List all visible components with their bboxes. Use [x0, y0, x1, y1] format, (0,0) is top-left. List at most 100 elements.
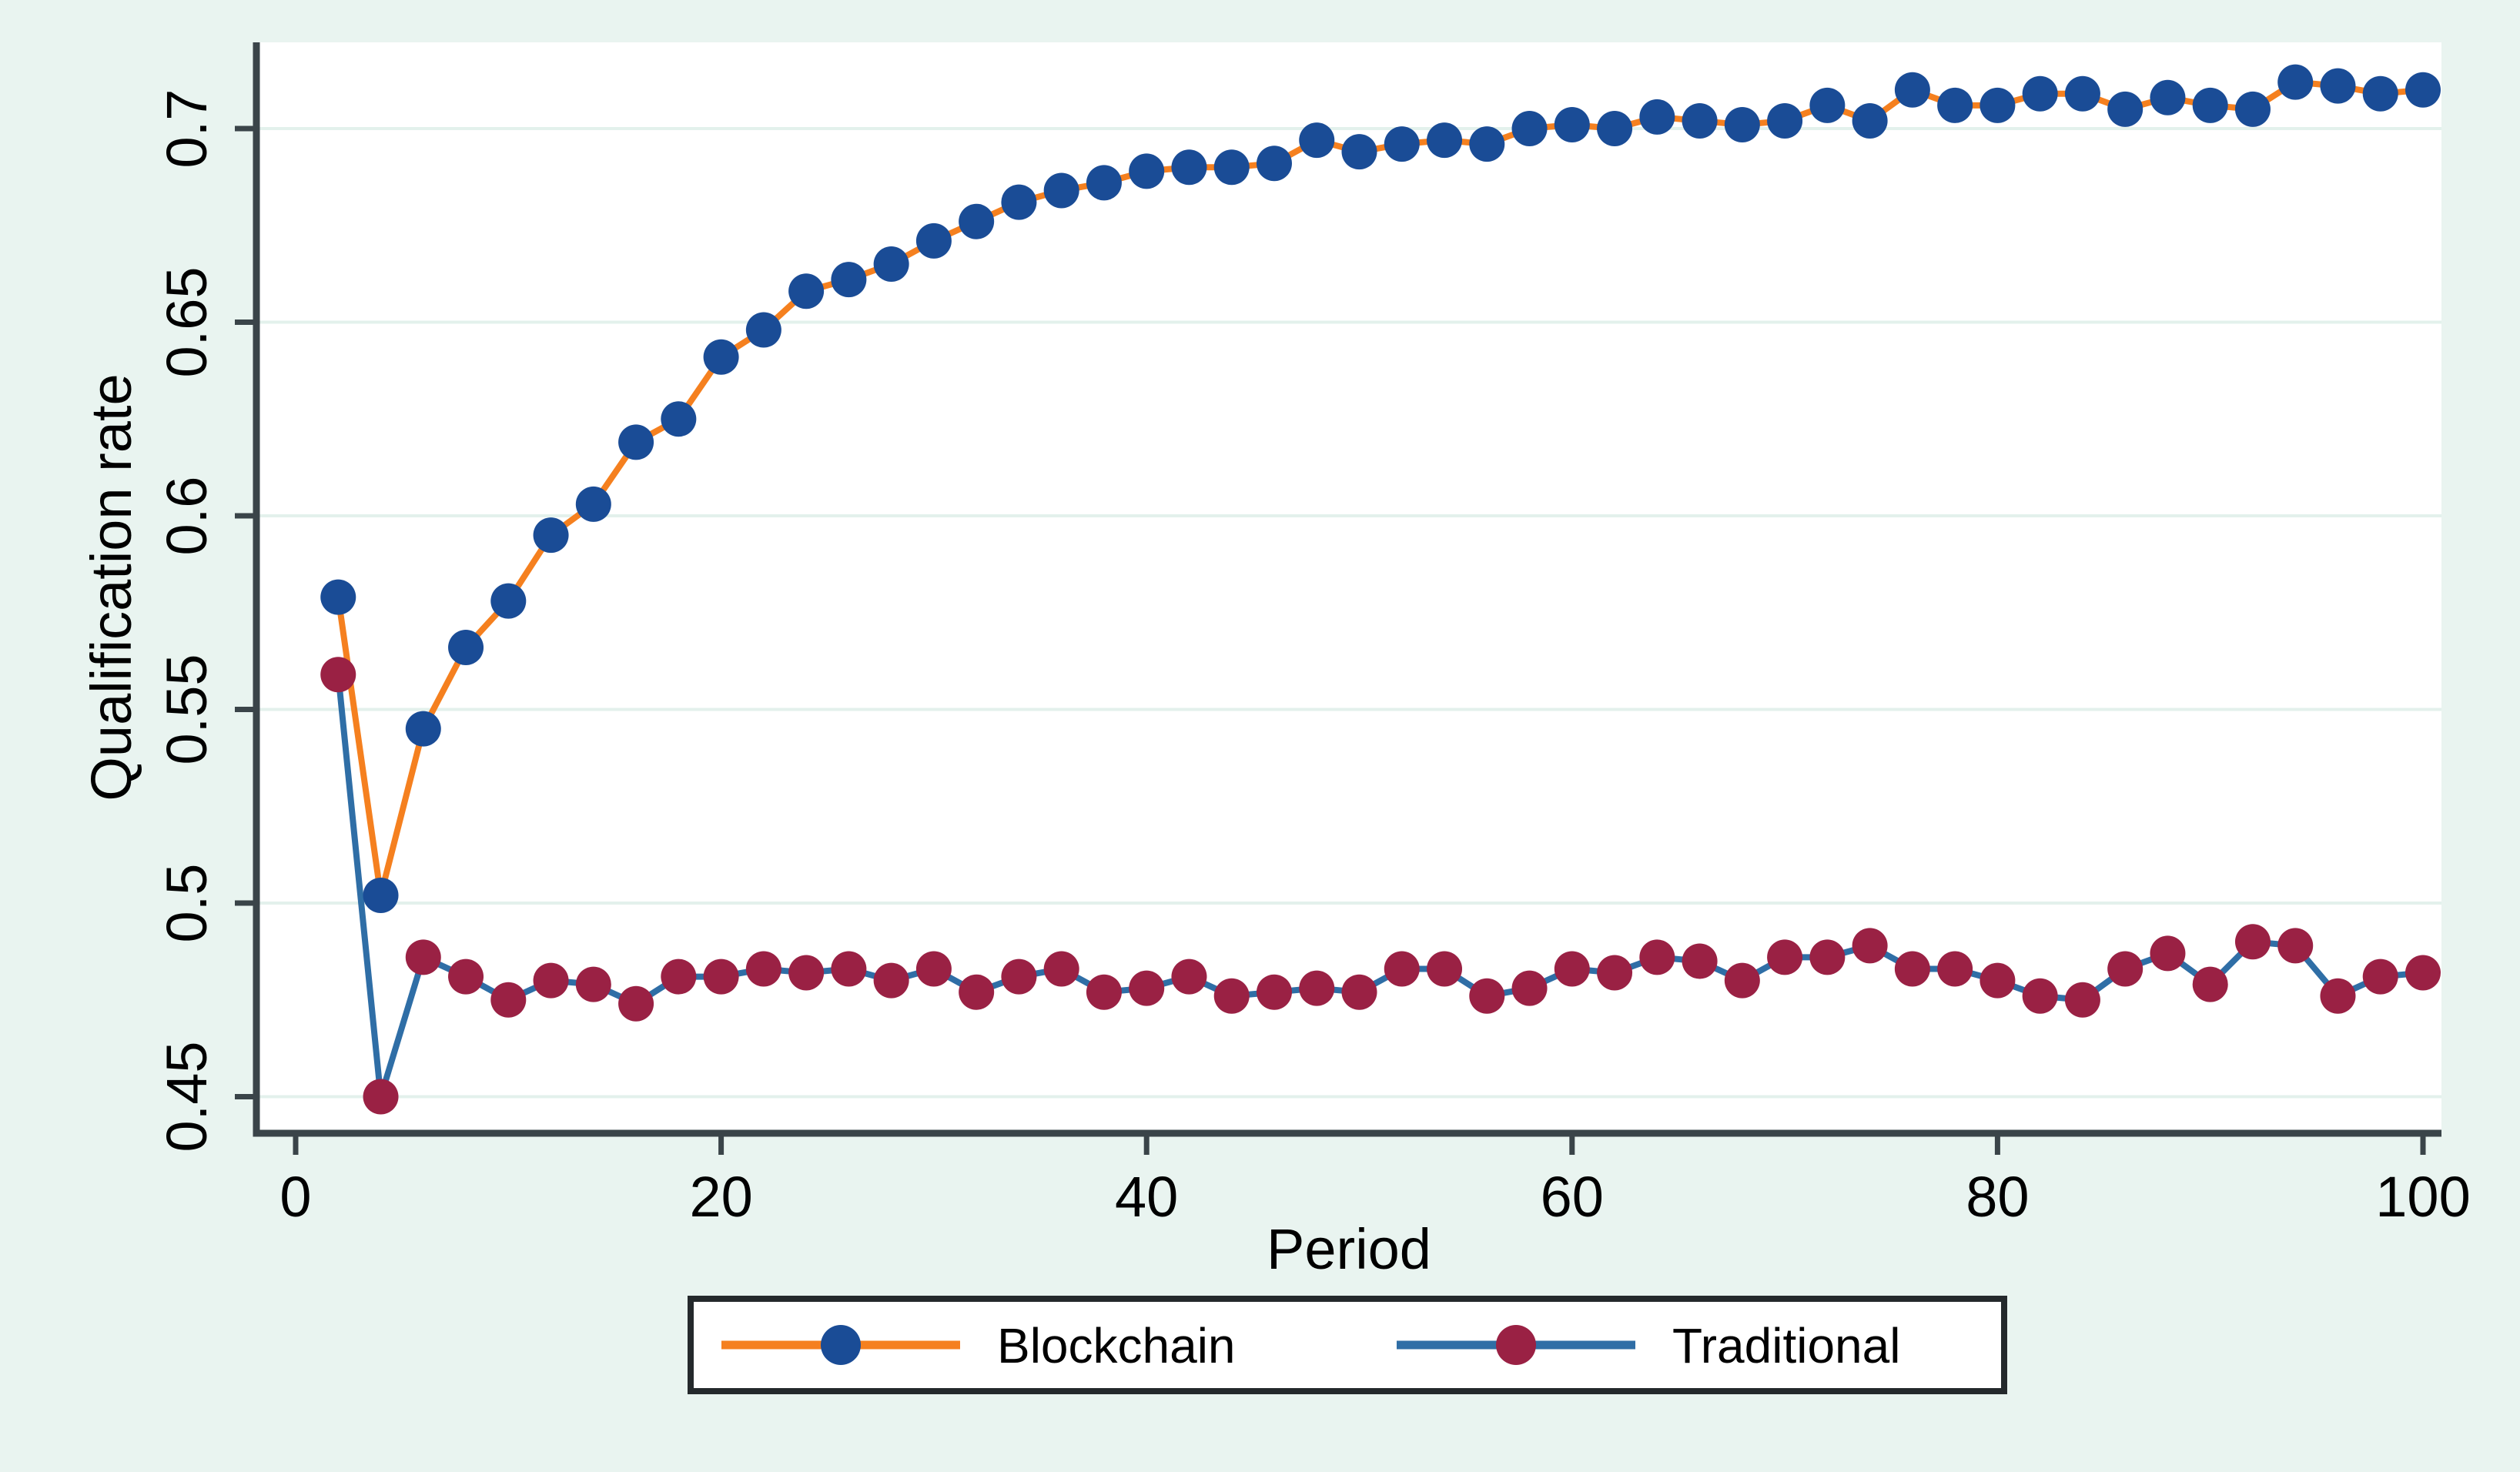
blockchain-marker: [1086, 165, 1122, 201]
blockchain-marker: [1937, 87, 1973, 123]
x-tick-label: 0: [279, 1165, 311, 1229]
blockchain-marker: [1427, 122, 1463, 159]
traditional-marker: [831, 951, 867, 987]
blockchain-marker: [2405, 72, 2441, 108]
blockchain-marker: [2234, 91, 2271, 127]
traditional-marker: [1597, 955, 1633, 991]
blockchain-marker: [1852, 102, 1888, 139]
blockchain-marker: [1341, 134, 1377, 170]
blockchain-marker: [831, 262, 867, 298]
traditional-marker: [1724, 962, 1760, 999]
y-axis-title: Qualification rate: [79, 373, 143, 801]
blockchain-marker: [2362, 75, 2398, 112]
legend-traditional-marker-sample: [1496, 1325, 1536, 1365]
traditional-marker: [1043, 951, 1079, 987]
gridline-layer: [256, 127, 2441, 1099]
blockchain-marker: [618, 424, 654, 460]
traditional-marker: [1852, 928, 1888, 964]
traditional-marker: [1129, 970, 1165, 1006]
traditional-marker: [1809, 939, 1846, 975]
blockchain-marker: [1809, 87, 1846, 123]
blockchain-marker: [1043, 172, 1079, 209]
blockchain-marker: [2022, 75, 2058, 112]
traditional-marker: [320, 657, 356, 693]
traditional-marker: [1980, 962, 2016, 999]
traditional-marker: [1511, 970, 1548, 1006]
traditional-marker: [1682, 943, 1718, 979]
traditional-marker: [1299, 970, 1335, 1006]
traditional-marker: [873, 962, 909, 999]
traditional-marker: [1341, 974, 1377, 1010]
traditional-marker: [490, 982, 527, 1018]
blockchain-marker: [1384, 126, 1420, 162]
traditional-marker: [1767, 939, 1803, 975]
legend-blockchain-marker-sample: [821, 1325, 861, 1365]
traditional-marker: [448, 958, 484, 995]
traditional-marker: [2405, 955, 2441, 991]
x-tick-label: 60: [1541, 1165, 1604, 1229]
blockchain-marker: [1299, 122, 1335, 159]
blockchain-marker: [1980, 87, 2016, 123]
axes-layer: 0.45 0.5 0.55 0.6 0.65 0.7 0 20 40 60 80 100: [155, 42, 2471, 1229]
blockchain-marker: [2277, 64, 2314, 100]
blockchain-marker: [959, 203, 995, 239]
blockchain-marker: [2064, 75, 2100, 112]
blockchain-marker: [2192, 87, 2228, 123]
traditional-marker: [915, 951, 952, 987]
blockchain-marker: [1001, 184, 1037, 220]
blockchain-marker: [1724, 106, 1760, 142]
blockchain-marker: [1554, 106, 1590, 142]
blockchain-marker: [2150, 79, 2186, 115]
traditional-marker: [2107, 951, 2144, 987]
blockchain-marker: [1511, 111, 1548, 146]
traditional-marker: [2234, 924, 2271, 960]
y-tick-label: 0.65: [155, 266, 219, 377]
traditional-marker: [363, 1079, 399, 1115]
blockchain-marker: [1129, 153, 1165, 189]
blockchain-marker: [490, 583, 527, 619]
traditional-marker: [1554, 951, 1590, 987]
blockchain-marker: [873, 246, 909, 283]
traditional-marker: [1469, 978, 1505, 1014]
blockchain-marker: [1894, 72, 1930, 108]
blockchain-marker: [575, 486, 611, 522]
y-tick-label: 0.7: [155, 89, 219, 169]
blockchain-marker: [703, 339, 739, 375]
traditional-marker: [2022, 978, 2058, 1014]
x-tick-label: 100: [2375, 1165, 2470, 1229]
traditional-marker: [1384, 951, 1420, 987]
traditional-marker: [1639, 939, 1675, 975]
blockchain-marker: [1171, 149, 1207, 186]
traditional-marker: [1001, 958, 1037, 995]
blockchain-marker: [533, 517, 569, 554]
x-tick-label: 80: [1966, 1165, 2029, 1229]
blockchain-marker: [405, 711, 441, 747]
traditional-marker: [533, 962, 569, 999]
traditional-marker: [745, 951, 781, 987]
traditional-marker: [618, 985, 654, 1022]
traditional-marker: [2320, 978, 2356, 1014]
traditional-marker: [2192, 966, 2228, 1002]
traditional-marker: [703, 958, 739, 995]
blockchain-marker: [788, 273, 825, 309]
legend: Blockchain Traditional: [688, 1296, 2007, 1394]
traditional-marker: [1937, 951, 1973, 987]
legend-traditional-label: Traditional: [1672, 1318, 1900, 1373]
plot-area: [256, 42, 2441, 1133]
traditional-marker: [1213, 978, 1250, 1014]
blockchain-marker: [745, 312, 781, 348]
y-tick-label: 0.45: [155, 1041, 219, 1152]
x-axis-title: Period: [1267, 1217, 1431, 1281]
traditional-marker: [2277, 928, 2314, 964]
plot-area-layer: [256, 42, 2441, 1133]
traditional-marker: [2150, 935, 2186, 972]
blockchain-marker: [915, 222, 952, 259]
blockchain-marker: [2107, 91, 2144, 127]
traditional-marker: [405, 939, 441, 975]
blockchain-marker: [363, 877, 399, 913]
traditional-marker: [575, 966, 611, 1002]
x-tick-label: 40: [1115, 1165, 1178, 1229]
blockchain-marker: [1256, 146, 1292, 182]
legend-blockchain-label: Blockchain: [997, 1318, 1236, 1373]
